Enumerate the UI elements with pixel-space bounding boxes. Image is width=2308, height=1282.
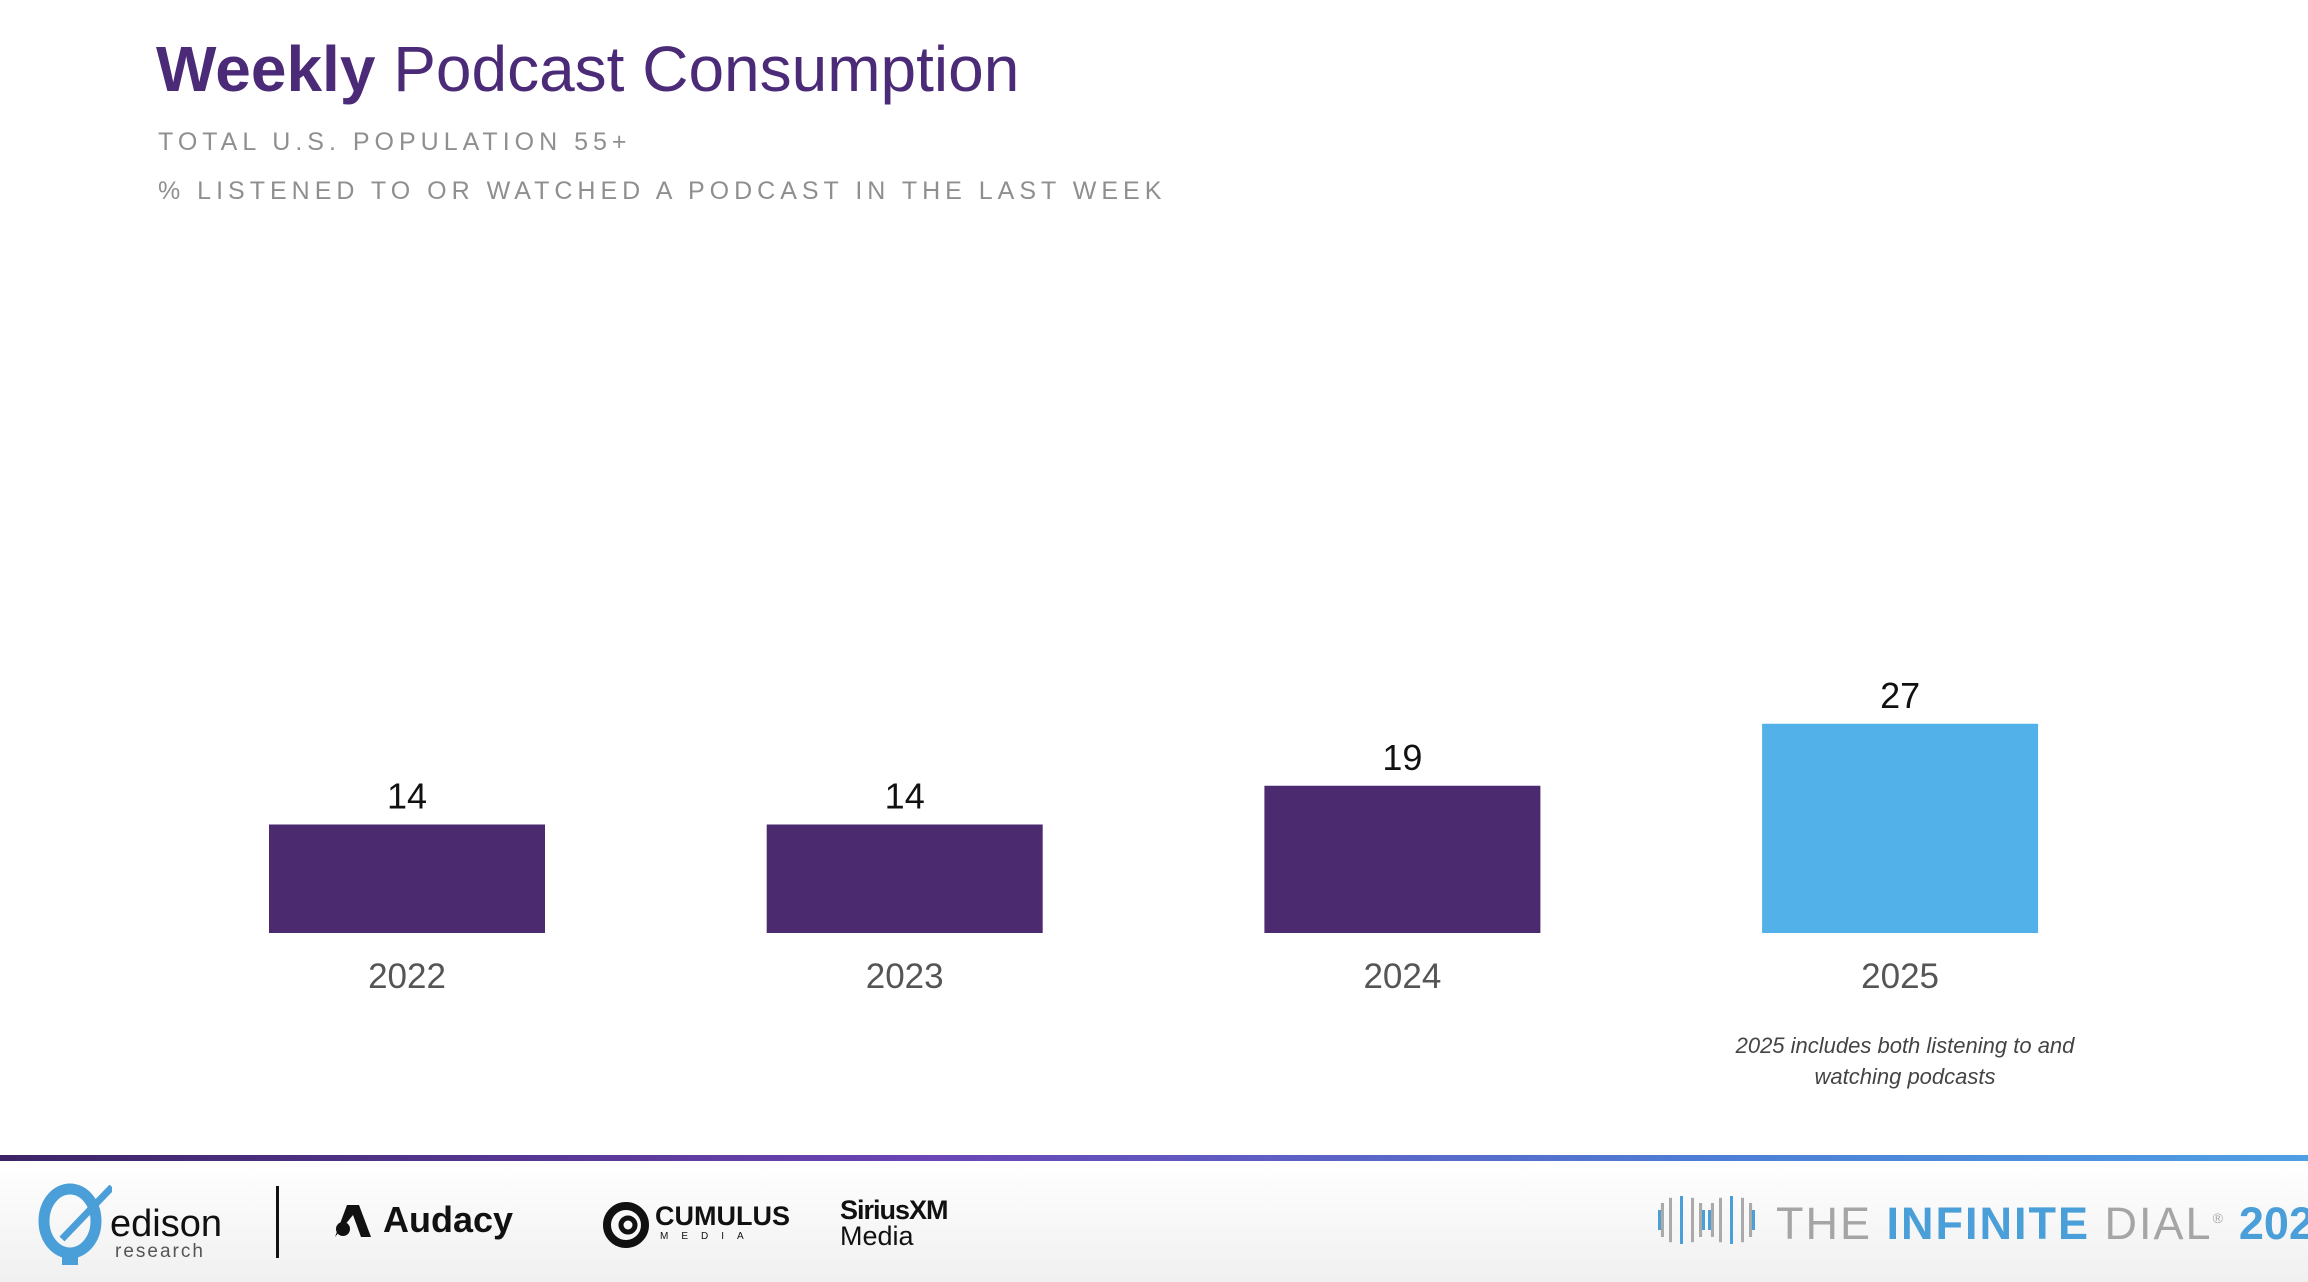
cumulus-logo-sub: MEDIA [660,1231,757,1242]
dial-stripe [1702,1210,1705,1230]
bar-2022 [269,824,545,933]
x-tick-label-2025: 2025 [1861,957,1939,996]
dial-stripe [1730,1196,1733,1244]
chart-note: 2025 includes both listening to and watc… [1735,1033,2075,1089]
dial-registered: ® [2212,1210,2225,1226]
edison-logo-text: edison [110,1203,222,1245]
subtitle-population: TOTAL U.S. POPULATION 55+ [158,128,632,156]
page-title: Weekly Podcast Consumption [156,32,1019,106]
title-rest: Podcast Consumption [393,33,1020,105]
title-bold: Weekly [156,33,376,105]
siriusxm-logo-sub: Media [840,1221,914,1251]
dial-stripe [1680,1196,1683,1244]
dial-year: 2025 [2238,1198,2308,1249]
edison-logo-icon [38,1183,112,1265]
audacy-logo-icon [335,1205,371,1237]
dial-stripe [1708,1210,1711,1230]
cumulus-logo-icon [603,1202,649,1248]
siriusxm-logo: SiriusXM [840,1195,949,1225]
x-tick-label-2023: 2023 [866,957,944,996]
data-label-2023: 14 [885,776,925,817]
dial-stripe [1658,1210,1661,1230]
dial-stripe [1749,1203,1753,1237]
cumulus-logo: CUMULUS [655,1201,790,1231]
dial-stripe [1699,1203,1703,1237]
dial-stripe [1691,1197,1694,1243]
dial-infinite: INFINITE [1886,1198,2091,1249]
dial-stripe [1719,1197,1722,1243]
footer-divider [0,1155,2308,1161]
dial-stripe [1660,1203,1664,1237]
dial-dial: DIAL [2104,1198,2213,1249]
bar-2023 [766,824,1043,933]
data-label-2022: 14 [387,776,427,817]
dial-stripe [1741,1197,1744,1243]
dial-stripe [1710,1203,1714,1237]
dial-stripe [1669,1197,1672,1243]
infinite-dial-logo-icon [1658,1196,1755,1244]
x-tick-label-2024: 2024 [1363,957,1441,996]
dial-the: THE [1776,1198,1872,1249]
infinite-dial-logo: THE INFINITE DIAL® 2025 [1776,1198,2308,1250]
bar-2025 [1762,723,2039,933]
x-tick-label-2022: 2022 [368,957,446,996]
subtitle-measure: % LISTENED TO OR WATCHED A PODCAST IN TH… [158,177,1167,205]
bar-chart: 14 2022 14 2023 19 2024 27 2025 [269,675,2039,996]
dial-stripe [1752,1210,1755,1230]
data-label-2025: 27 [1880,675,1920,716]
audacy-logo: Audacy [383,1199,514,1240]
footer: edison research Audacy CUMULUS MEDIA Sir… [0,1161,2308,1282]
logo-divider [276,1186,279,1258]
data-label-2024: 19 [1382,737,1422,778]
bar-2024 [1264,785,1541,933]
edison-logo-sub: research [115,1241,205,1262]
